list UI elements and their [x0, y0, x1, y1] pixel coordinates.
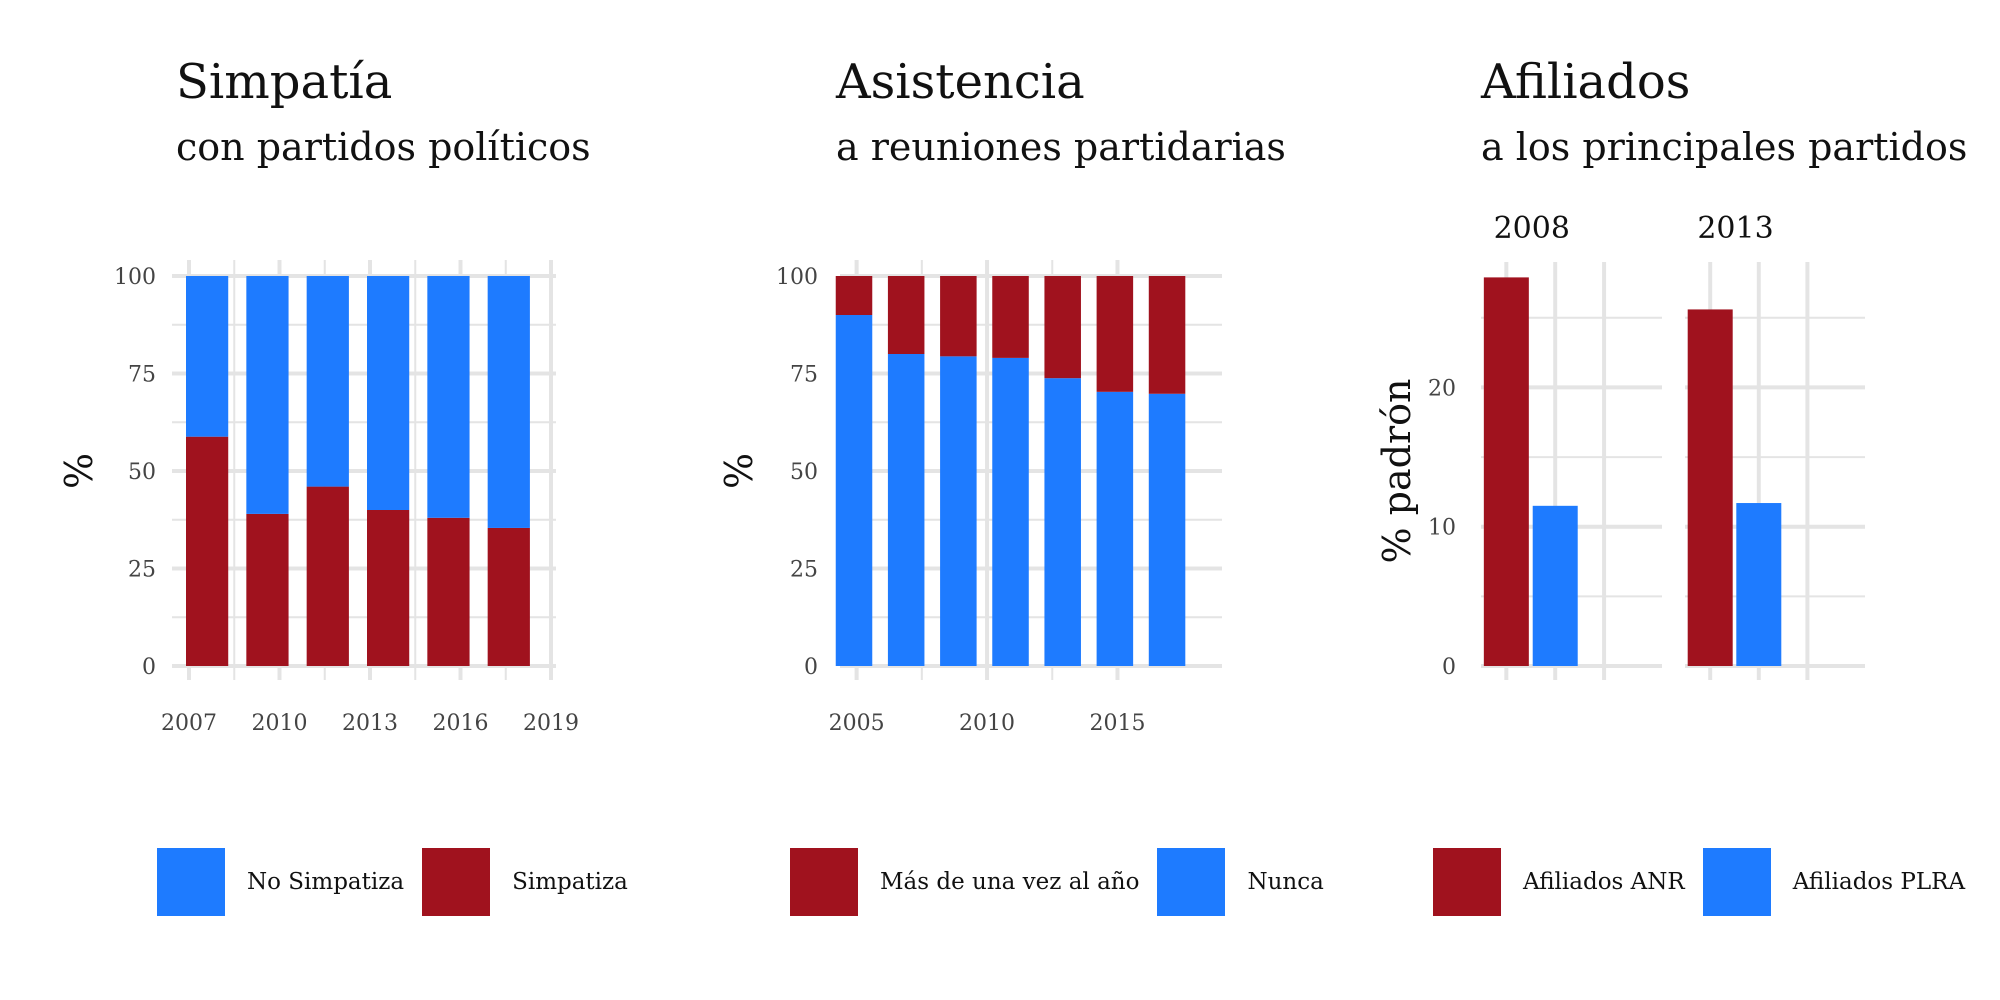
y-tick-label: 10 — [1428, 516, 1456, 541]
facet-label: 2008 — [1494, 211, 1570, 246]
chart-title: Simpatía — [176, 54, 393, 110]
bar-simpatiza — [367, 510, 410, 666]
bar-simpatiza — [246, 513, 289, 666]
chart-subtitle: con partidos políticos — [176, 125, 591, 169]
legend-swatch-simpatiza — [422, 848, 491, 916]
bar-simpatiza — [186, 436, 229, 666]
bar-no-simpatiza — [306, 276, 349, 487]
legend-simpatia: No Simpatiza Simpatiza — [157, 848, 646, 916]
legend-label-mas-de-una-vez: Más de una vez al año — [880, 869, 1140, 895]
bar-nunca — [1096, 391, 1134, 666]
bar-m-s-de-una-vez-al-a-o — [992, 276, 1029, 358]
legend-label-anr: Afiliados ANR — [1523, 869, 1685, 895]
y-tick-label: 100 — [776, 265, 818, 290]
y-tick-label: 50 — [790, 460, 818, 485]
legend-swatch-mas-de-una-vez — [790, 848, 858, 916]
bar-afiliados-plra — [1532, 505, 1578, 666]
bar-no-simpatiza — [367, 276, 410, 510]
y-tick-label: 25 — [790, 558, 818, 583]
chart-title: Asistencia — [836, 54, 1085, 110]
bar-nunca — [887, 354, 925, 666]
x-tick-label: 2013 — [342, 711, 398, 736]
y-axis-title: % padrón — [1375, 378, 1419, 563]
bar-afiliados-anr — [1687, 309, 1733, 666]
x-tick-label: 2005 — [829, 711, 885, 736]
bar-nunca — [835, 315, 873, 666]
y-tick-label: 100 — [114, 265, 156, 290]
bar-m-s-de-una-vez-al-a-o — [887, 276, 925, 354]
y-axis-title: % — [717, 453, 761, 489]
bar-m-s-de-una-vez-al-a-o — [1096, 276, 1134, 392]
legend-swatch-no-simpatiza — [157, 848, 225, 916]
y-tick-label: 50 — [128, 460, 156, 485]
x-tick-label: 2015 — [1089, 711, 1145, 736]
legend-label-nunca: Nunca — [1247, 869, 1324, 895]
bar-no-simpatiza — [246, 276, 289, 514]
chart-subtitle: a los principales partidos — [1481, 125, 1968, 169]
chart-title: Afiliados — [1481, 54, 1691, 110]
y-tick-label: 0 — [804, 655, 818, 680]
y-tick-label: 20 — [1428, 376, 1456, 401]
x-tick-label: 2010 — [252, 711, 308, 736]
legend-swatch-plra — [1702, 848, 1771, 916]
bar-no-simpatiza — [487, 276, 530, 528]
bar-no-simpatiza — [427, 276, 470, 518]
x-tick-label: 2016 — [433, 711, 489, 736]
legend-asistencia: Más de una vez al año Nunca — [790, 848, 1342, 916]
bar-nunca — [992, 357, 1029, 666]
bar-simpatiza — [427, 517, 470, 666]
facet-label: 2013 — [1697, 211, 1773, 246]
bar-afiliados-anr — [1483, 277, 1529, 666]
bar-nunca — [1148, 393, 1186, 666]
y-tick-label: 0 — [1442, 655, 1456, 680]
bar-nunca — [1044, 378, 1081, 666]
bar-m-s-de-una-vez-al-a-o — [1148, 276, 1186, 394]
legend-swatch-anr — [1433, 848, 1501, 916]
x-tick-label: 2019 — [523, 711, 579, 736]
bar-m-s-de-una-vez-al-a-o — [940, 276, 977, 357]
legend-label-plra: Afiliados PLRA — [1792, 869, 1966, 895]
legend-label-simpatiza: Simpatiza — [512, 869, 628, 895]
y-tick-label: 75 — [790, 363, 818, 388]
legend-afiliados: Afiliados ANR Afiliados PLRA — [1433, 848, 1983, 916]
y-axis-title: % — [57, 453, 101, 489]
bar-m-s-de-una-vez-al-a-o — [1044, 276, 1081, 379]
x-tick-label: 2010 — [959, 711, 1015, 736]
chart-subtitle: a reuniones partidarias — [836, 125, 1286, 169]
bar-nunca — [940, 356, 977, 666]
bar-afiliados-plra — [1736, 503, 1782, 666]
y-tick-label: 75 — [128, 363, 156, 388]
legend-label-no-simpatiza: No Simpatiza — [247, 869, 405, 895]
y-tick-label: 25 — [128, 558, 156, 583]
y-tick-label: 0 — [142, 655, 156, 680]
legend-swatch-nunca — [1157, 848, 1226, 916]
bar-simpatiza — [487, 527, 530, 666]
bar-no-simpatiza — [186, 276, 229, 437]
bar-m-s-de-una-vez-al-a-o — [835, 276, 873, 315]
bar-simpatiza — [306, 486, 349, 666]
x-tick-label: 2007 — [161, 711, 217, 736]
